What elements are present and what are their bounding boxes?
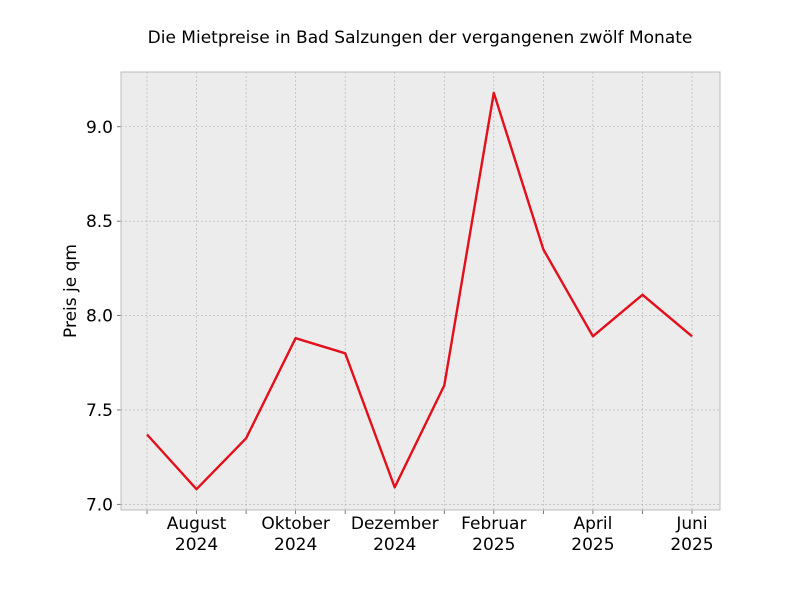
series-line (146, 91, 693, 491)
x-tick-label: Oktober (261, 514, 330, 534)
y-axis-label: Preis je qm (61, 244, 81, 338)
plot-area (121, 72, 720, 510)
axis-ticks (117, 126, 693, 514)
x-tick-label-year: 2025 (571, 535, 614, 555)
x-tick-label: Dezember (351, 514, 439, 534)
y-tick-label: 8.5 (86, 212, 113, 232)
y-tick-label: 9.0 (86, 118, 113, 138)
y-tick-label: 7.5 (86, 401, 113, 421)
x-tick-label-year: 2025 (472, 535, 515, 555)
x-tick-label: Juni (675, 514, 707, 534)
x-tick-label-year: 2025 (670, 535, 713, 555)
x-tick-label-year: 2024 (274, 535, 317, 555)
x-tick-label-year: 2024 (175, 535, 218, 555)
x-tick-label: Februar (461, 514, 526, 534)
x-tick-label-year: 2024 (373, 535, 416, 555)
chart-title: Die Mietpreise in Bad Salzungen der verg… (148, 28, 693, 48)
x-tick-label: April (573, 514, 612, 534)
y-tick-label: 7.0 (86, 495, 113, 515)
plot-frame (120, 71, 721, 511)
x-tick-label: August (167, 514, 227, 534)
grid (121, 72, 720, 510)
tick-labels: 7.07.58.08.59.0August2024Oktober2024Deze… (86, 118, 714, 555)
y-tick-label: 8.0 (86, 307, 113, 327)
